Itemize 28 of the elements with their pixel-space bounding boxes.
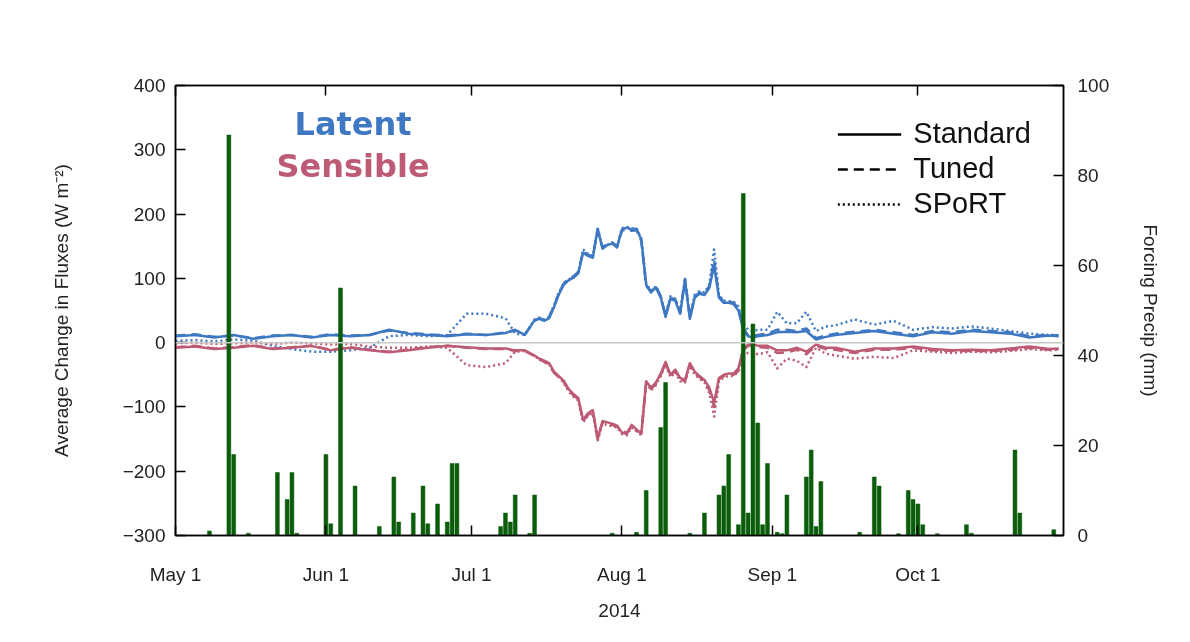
y2-tick-label: 60 bbox=[1077, 255, 1099, 276]
y2-tick-label: 0 bbox=[1077, 525, 1089, 546]
y2-tick-label: 100 bbox=[1077, 75, 1110, 96]
x-tick-label: Aug 1 bbox=[597, 563, 647, 585]
annotation: Tuned bbox=[913, 152, 995, 185]
y2-axis-title: Forcing Precip (mm) bbox=[1140, 224, 1162, 397]
y-tick-label: −100 bbox=[122, 396, 166, 418]
y-axis-title: Average Change in Fluxes (W m⁻²) bbox=[50, 164, 72, 457]
x-tick-label: Oct 1 bbox=[895, 563, 941, 585]
y-tick-label: 300 bbox=[133, 139, 166, 161]
y-tick-label: −300 bbox=[122, 525, 166, 546]
x-tick-label: Jul 1 bbox=[451, 563, 492, 585]
text: Latent bbox=[294, 104, 412, 143]
x-tick-label: Sep 1 bbox=[747, 563, 798, 585]
y-tick-label: 100 bbox=[133, 267, 166, 289]
y2-tick-label: 80 bbox=[1077, 165, 1099, 186]
annotation: Standard bbox=[913, 117, 1031, 150]
annotation: SPoRT bbox=[913, 187, 1007, 220]
y-tick-label: 400 bbox=[133, 75, 166, 96]
y-tick-label: 200 bbox=[133, 203, 166, 225]
x-tick-label: Jun 1 bbox=[302, 563, 350, 585]
x-axis-title: 2014 bbox=[598, 599, 642, 621]
y-tick-label: 0 bbox=[154, 332, 166, 354]
x-tick-label: May 1 bbox=[149, 563, 202, 585]
text: Sensible bbox=[276, 146, 430, 185]
y2-tick-label: 40 bbox=[1077, 345, 1099, 366]
y-tick-label: −200 bbox=[122, 460, 166, 482]
y2-tick-label: 20 bbox=[1077, 435, 1099, 456]
